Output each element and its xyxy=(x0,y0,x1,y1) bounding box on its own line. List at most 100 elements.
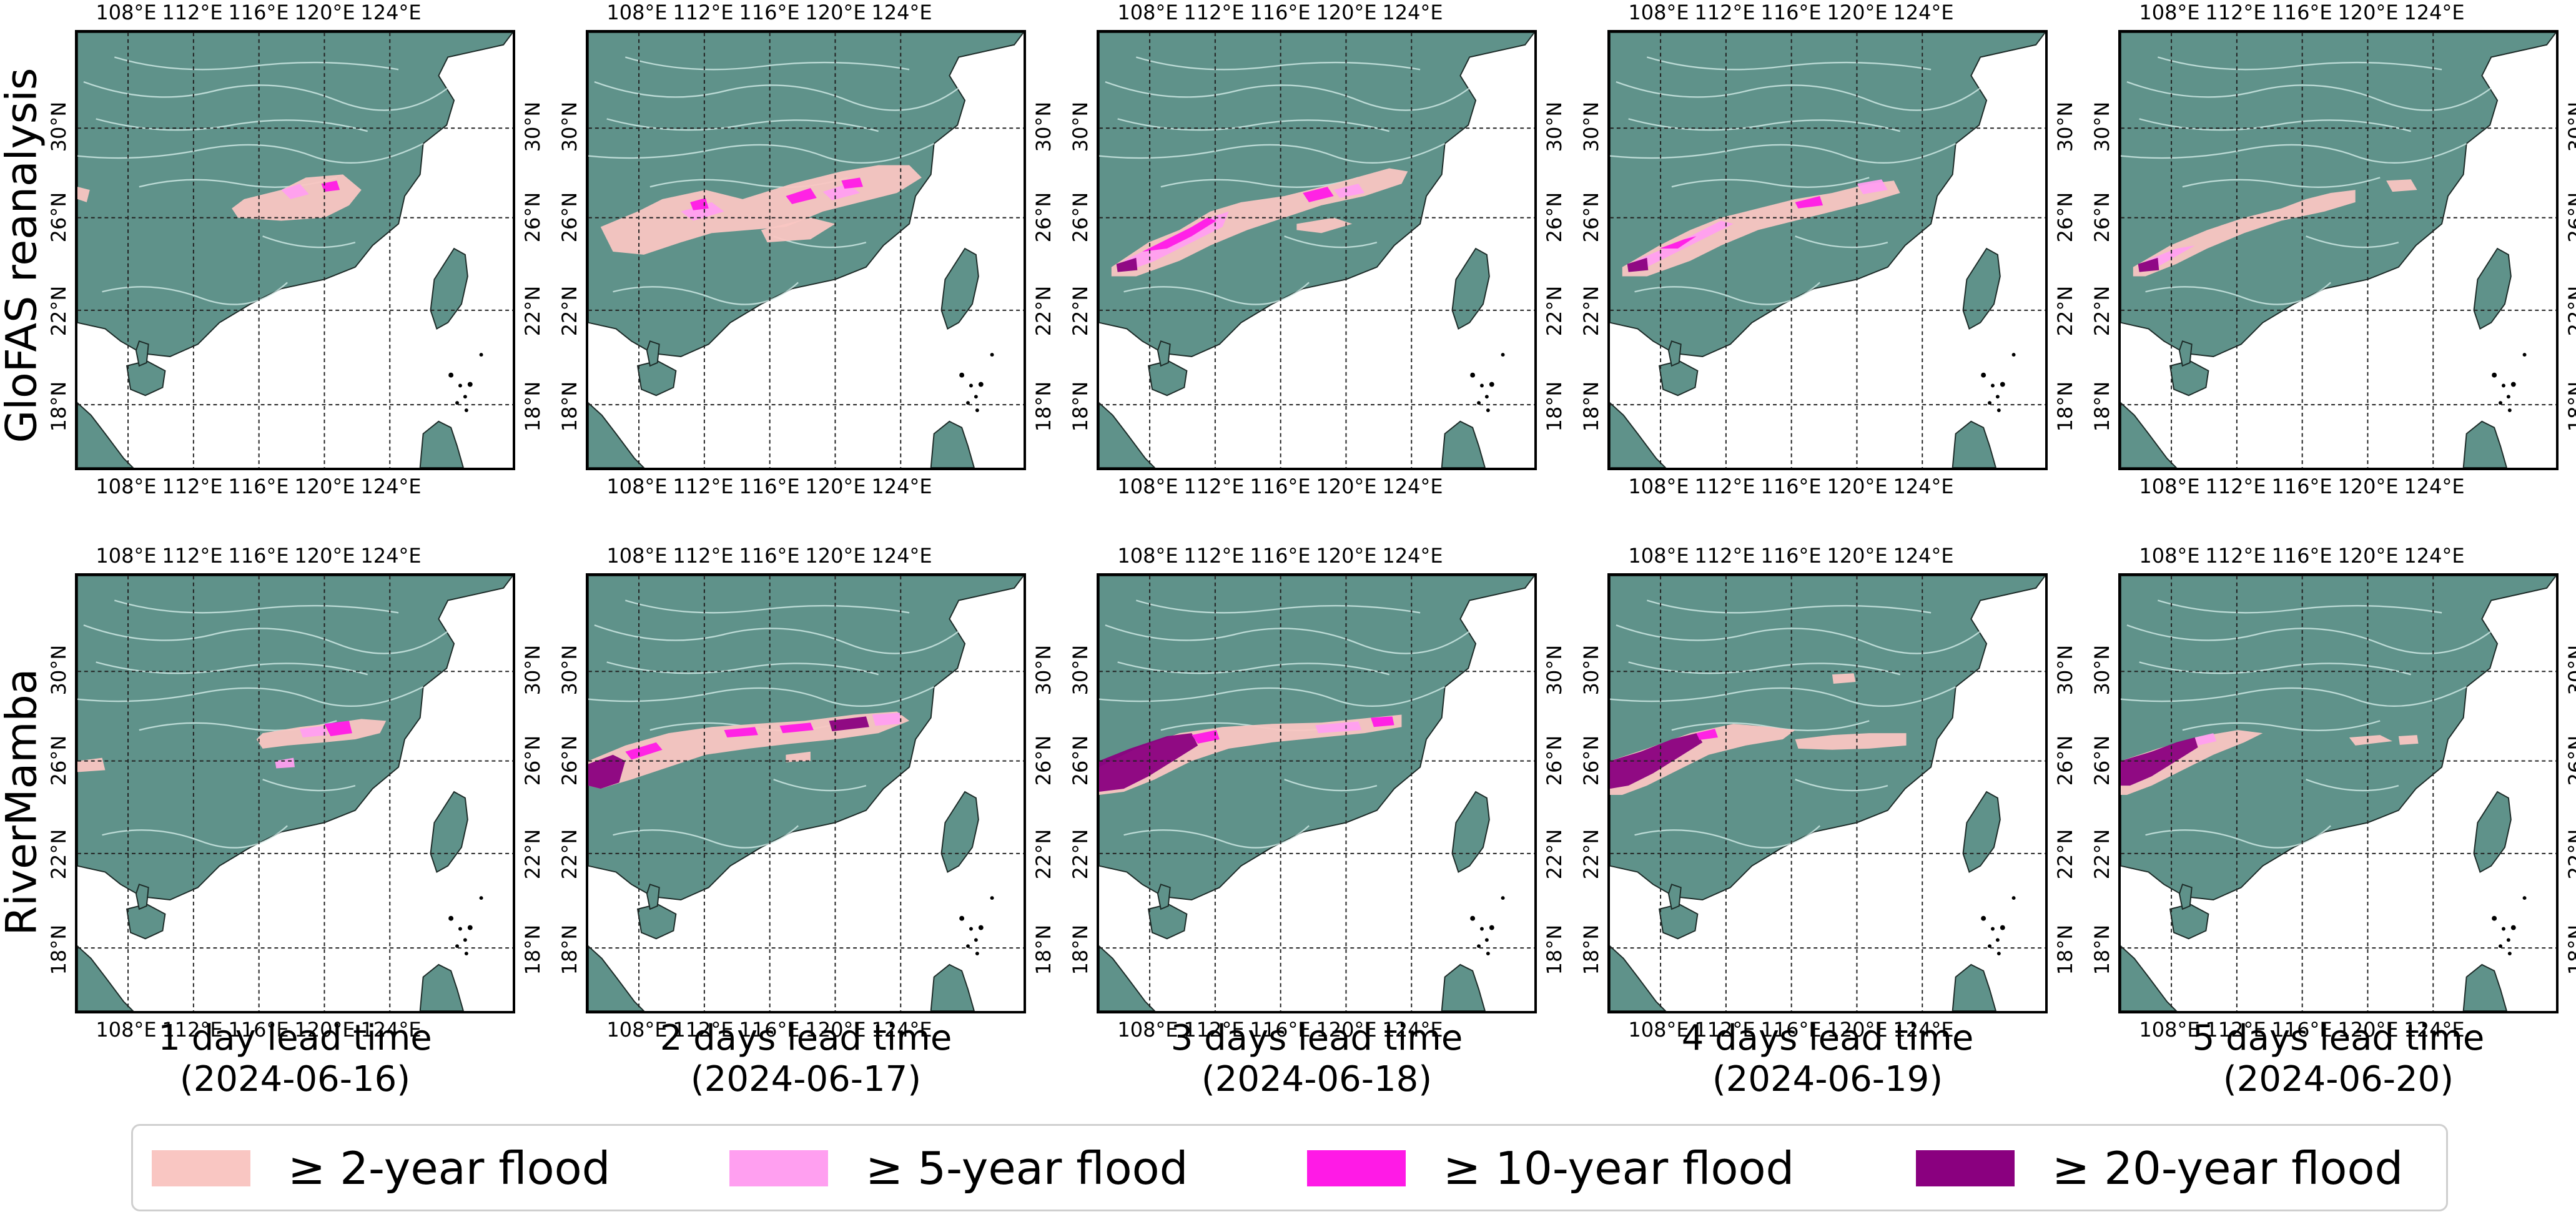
leizhou xyxy=(1157,340,1171,367)
taiwan xyxy=(940,247,979,330)
lon-tick-top: 120°E xyxy=(2337,1,2399,24)
lat-tick-right: 30°N xyxy=(1032,101,1055,152)
lon-tick-top: 120°E xyxy=(2337,544,2399,568)
lat-tick-right: 18°N xyxy=(1032,381,1055,432)
lon-tick-bottom: 116°E xyxy=(1250,475,1311,498)
lon-tick-bottom: 120°E xyxy=(1316,1018,1377,1042)
lat-tick-left: 18°N xyxy=(47,381,71,432)
lon-tick-bottom: 112°E xyxy=(1183,475,1245,498)
lon-tick-top: 116°E xyxy=(228,1,289,24)
lat-tick-left: 26°N xyxy=(47,192,71,243)
column-caption: 5 days lead time (2024-06-20) xyxy=(2118,1018,2559,1100)
lon-tick-bottom: 116°E xyxy=(739,1018,800,1042)
island xyxy=(2506,938,2510,942)
taiwan xyxy=(430,247,468,330)
island xyxy=(1477,401,1481,405)
luzon xyxy=(930,963,975,1011)
map-canvas xyxy=(2118,573,2559,1013)
river xyxy=(1628,661,1900,676)
lat-tick-left: 22°N xyxy=(1068,829,1092,880)
river xyxy=(96,661,368,676)
lat-tick-left: 30°N xyxy=(558,101,581,152)
island xyxy=(2492,372,2497,378)
river xyxy=(1105,624,1470,654)
lon-tick-top: 112°E xyxy=(1694,1,1755,24)
caption-lead-time: 5 days lead time xyxy=(2192,1018,2485,1058)
lat-tick-right: 30°N xyxy=(2053,101,2077,152)
lat-tick-left: 18°N xyxy=(1579,924,1603,975)
river xyxy=(2121,686,2467,707)
flood-area-2yr xyxy=(1832,673,1856,684)
lon-tick-top: 108°E xyxy=(1628,1,1689,24)
vietnam xyxy=(588,945,645,1011)
island xyxy=(1477,944,1481,949)
map-panel-r1-c0 xyxy=(75,573,515,1013)
lat-tick-right: 26°N xyxy=(521,735,545,786)
lat-tick-left: 22°N xyxy=(2090,829,2114,880)
vietnam xyxy=(1099,945,1156,1011)
lat-tick-left: 26°N xyxy=(1068,192,1092,243)
lat-tick-left: 22°N xyxy=(1068,285,1092,337)
column-caption: 2 days lead time (2024-06-17) xyxy=(586,1018,1026,1100)
lat-tick-left: 22°N xyxy=(47,829,71,880)
lon-tick-bottom: 112°E xyxy=(1183,1018,1245,1042)
island xyxy=(455,944,459,949)
lon-tick-bottom: 116°E xyxy=(739,475,800,498)
island xyxy=(463,395,467,399)
river xyxy=(262,779,356,792)
river xyxy=(2306,779,2399,792)
lat-tick-left: 18°N xyxy=(1579,381,1603,432)
lon-tick-top: 116°E xyxy=(1250,544,1311,568)
island xyxy=(1995,938,2000,942)
river xyxy=(1795,235,1888,249)
island xyxy=(1470,915,1476,921)
island xyxy=(1484,938,1489,942)
map-panel-r1-c2 xyxy=(1097,573,1537,1013)
lat-tick-right: 26°N xyxy=(1542,192,1566,243)
river xyxy=(1616,624,1981,654)
river xyxy=(1117,118,1389,132)
lon-tick-bottom: 124°E xyxy=(360,1018,422,1042)
lat-tick-right: 22°N xyxy=(521,285,545,337)
river xyxy=(2145,282,2331,305)
lon-tick-bottom: 124°E xyxy=(1893,475,1954,498)
lat-tick-left: 26°N xyxy=(558,735,581,786)
island xyxy=(2011,353,2016,357)
flood-area-2yr xyxy=(2349,735,2393,746)
leizhou xyxy=(646,340,660,367)
taiwan xyxy=(430,791,468,873)
lon-tick-bottom: 108°E xyxy=(606,1018,668,1042)
flood-area-10yr xyxy=(321,180,340,192)
lat-tick-right: 22°N xyxy=(2564,829,2576,880)
river xyxy=(1795,779,1888,792)
caption-date: (2024-06-19) xyxy=(1712,1059,1943,1100)
caption-lead-time: 4 days lead time xyxy=(1681,1018,1974,1058)
river xyxy=(1634,825,1820,849)
river xyxy=(96,118,368,132)
flood-area-2yr xyxy=(1610,724,1795,795)
flood-area-2yr xyxy=(761,217,836,243)
island xyxy=(966,944,970,949)
lon-tick-top: 120°E xyxy=(805,544,866,568)
river xyxy=(114,56,399,71)
caption-lead-time: 2 days lead time xyxy=(659,1018,952,1058)
map-panel-r0-c0 xyxy=(75,30,515,470)
river xyxy=(606,118,879,132)
island xyxy=(969,927,973,931)
lat-tick-right: 22°N xyxy=(1032,285,1055,337)
island xyxy=(1486,408,1490,413)
island xyxy=(1996,408,2001,413)
river xyxy=(102,282,288,305)
lat-tick-left: 26°N xyxy=(47,735,71,786)
lon-tick-bottom: 124°E xyxy=(1893,1018,1954,1042)
map-canvas xyxy=(1607,30,2048,470)
legend: ≥ 2-year flood ≥ 5-year flood ≥ 10-year … xyxy=(131,1124,2448,1211)
map-canvas xyxy=(1607,573,2048,1013)
flood-area-2yr xyxy=(1296,217,1353,234)
island xyxy=(458,383,462,388)
lon-tick-bottom: 112°E xyxy=(162,1018,223,1042)
lat-tick-right: 18°N xyxy=(1032,924,1055,975)
lat-tick-right: 22°N xyxy=(1032,829,1055,880)
flood-area-2yr xyxy=(2398,735,2419,745)
island xyxy=(1489,925,1494,930)
